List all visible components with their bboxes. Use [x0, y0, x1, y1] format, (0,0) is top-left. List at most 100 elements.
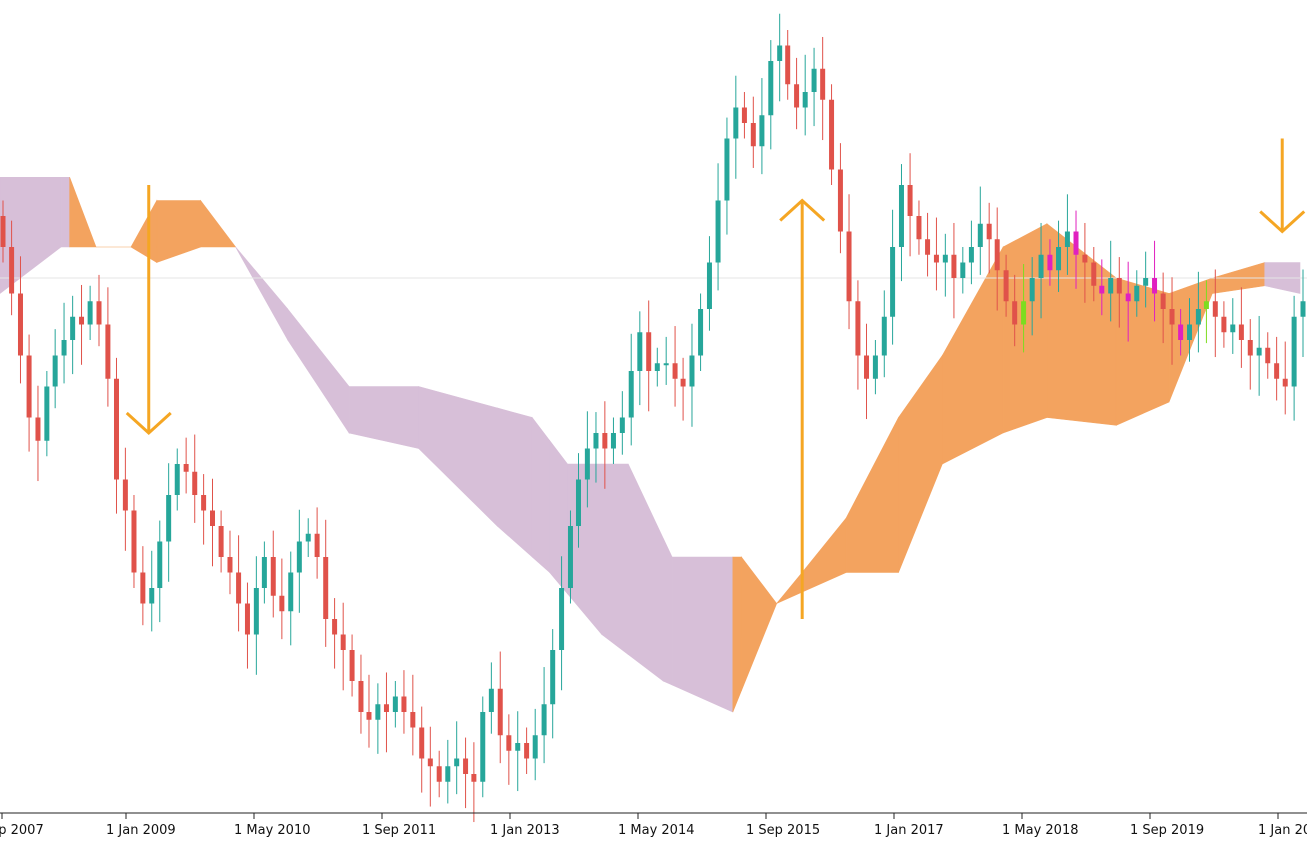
- candle-2017-12-01: [1073, 210, 1079, 289]
- candle-body: [218, 526, 224, 557]
- candle-body: [480, 712, 486, 782]
- candle-2007-09-01: [0, 200, 6, 263]
- candle-2016-06-01: [916, 200, 922, 255]
- cloud-segment-8: [287, 308, 350, 434]
- candle-2012-10-01: [532, 708, 538, 781]
- candle-body: [1203, 301, 1209, 309]
- candle-2019-11-01: [1274, 336, 1280, 401]
- arrow-head: [779, 198, 826, 222]
- cloud-segment-10: [418, 386, 498, 527]
- candle-body: [1238, 324, 1244, 340]
- candle-2014-01-01: [663, 336, 669, 385]
- candle-body: [288, 572, 294, 612]
- candle-body: [471, 774, 477, 782]
- candle-2014-08-01: [724, 117, 730, 235]
- candle-body: [1143, 278, 1149, 286]
- candle-body: [9, 247, 15, 294]
- candle-2019-07-01: [1238, 287, 1244, 368]
- candle-body: [113, 378, 119, 480]
- candle-body: [794, 84, 800, 108]
- candle-2016-10-01: [951, 222, 957, 319]
- candle-2019-02-01: [1195, 271, 1201, 353]
- candle-body: [960, 262, 966, 278]
- candle-body: [52, 355, 58, 387]
- candle-body: [637, 332, 643, 371]
- candle-body: [584, 448, 590, 480]
- candle-body: [515, 743, 521, 751]
- candle-2008-08-01: [96, 274, 102, 347]
- candle-2019-01-01: [1187, 298, 1193, 362]
- candle-2017-02-01: [986, 202, 992, 274]
- candle-body: [201, 495, 207, 511]
- candle-2018-08-01: [1143, 251, 1149, 308]
- candle-body: [506, 735, 512, 751]
- candle-body: [1021, 301, 1027, 325]
- candle-body: [44, 386, 50, 441]
- candle-2018-02-01: [1091, 247, 1097, 302]
- candle-2012-08-01: [515, 711, 521, 792]
- candle-2008-01-01: [35, 385, 41, 482]
- candle-2011-11-01: [436, 750, 442, 798]
- candle-2011-05-01: [383, 672, 389, 753]
- cloud-segment-19: [732, 556, 742, 713]
- candle-2015-08-01: [829, 84, 835, 185]
- candle-body: [1282, 378, 1288, 387]
- cloud-segment-6: [200, 199, 237, 248]
- candle-body: [951, 254, 957, 278]
- candle-2017-06-01: [1021, 264, 1027, 353]
- candle-2014-12-01: [759, 78, 765, 175]
- candle-body: [463, 758, 469, 774]
- candle-body: [96, 301, 102, 325]
- candle-body: [602, 433, 608, 449]
- candle-body: [1152, 278, 1158, 294]
- candle-body: [383, 704, 389, 712]
- candle-2008-02-01: [44, 371, 50, 457]
- candle-2014-03-01: [680, 357, 686, 421]
- candle-2015-10-01: [846, 194, 852, 330]
- candle-2013-01-01: [559, 556, 565, 691]
- candle-body: [227, 557, 233, 573]
- candle-2008-09-01: [105, 287, 111, 407]
- candle-body: [35, 417, 41, 441]
- candle-body: [358, 681, 364, 712]
- candle-2010-07-01: [296, 509, 302, 613]
- cloud-segment-25: [942, 245, 1004, 465]
- candle-2009-06-01: [183, 437, 189, 494]
- candle-2013-03-01: [575, 453, 581, 548]
- candle-body: [253, 588, 259, 635]
- cloud-segment-13: [549, 439, 568, 595]
- candle-2019-05-01: [1221, 301, 1227, 348]
- candle-body: [994, 239, 1000, 271]
- candle-2008-07-01: [87, 285, 93, 340]
- candle-2013-10-01: [637, 311, 643, 406]
- candle-2018-07-01: [1134, 270, 1140, 317]
- candle-body: [140, 572, 146, 604]
- candle-body: [1038, 254, 1044, 278]
- candle-body: [1108, 278, 1114, 294]
- candle-body: [314, 533, 320, 557]
- candle-2016-07-01: [925, 212, 931, 277]
- candle-2011-12-01: [445, 739, 451, 804]
- x-tick-label: 1 Sep 2011: [362, 823, 436, 838]
- candle-body: [663, 363, 669, 366]
- candle-2007-10-01: [9, 220, 15, 316]
- candle-2018-05-01: [1116, 257, 1122, 328]
- candle-body: [1047, 254, 1053, 271]
- candle-body: [174, 464, 180, 495]
- candle-body: [628, 371, 634, 418]
- candle-2017-11-01: [1064, 194, 1070, 275]
- candle-2009-08-01: [201, 474, 207, 545]
- candle-body: [1073, 231, 1079, 255]
- cloud-segment-4: [130, 199, 158, 264]
- candle-2018-11-01: [1169, 277, 1175, 365]
- candle-body: [192, 471, 198, 495]
- candle-body: [986, 223, 992, 240]
- cloud-segment-11: [496, 407, 533, 558]
- candle-body: [149, 588, 155, 604]
- candle-2018-12-01: [1178, 309, 1184, 356]
- candle-body: [610, 433, 616, 449]
- cloud-segment-21: [776, 571, 803, 604]
- candle-body: [410, 712, 416, 728]
- candle-body: [846, 231, 852, 302]
- candle-body: [541, 704, 547, 736]
